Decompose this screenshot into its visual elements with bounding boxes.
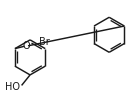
Text: Br: Br xyxy=(39,37,50,47)
Text: HO: HO xyxy=(5,82,20,92)
Text: O: O xyxy=(22,41,30,51)
